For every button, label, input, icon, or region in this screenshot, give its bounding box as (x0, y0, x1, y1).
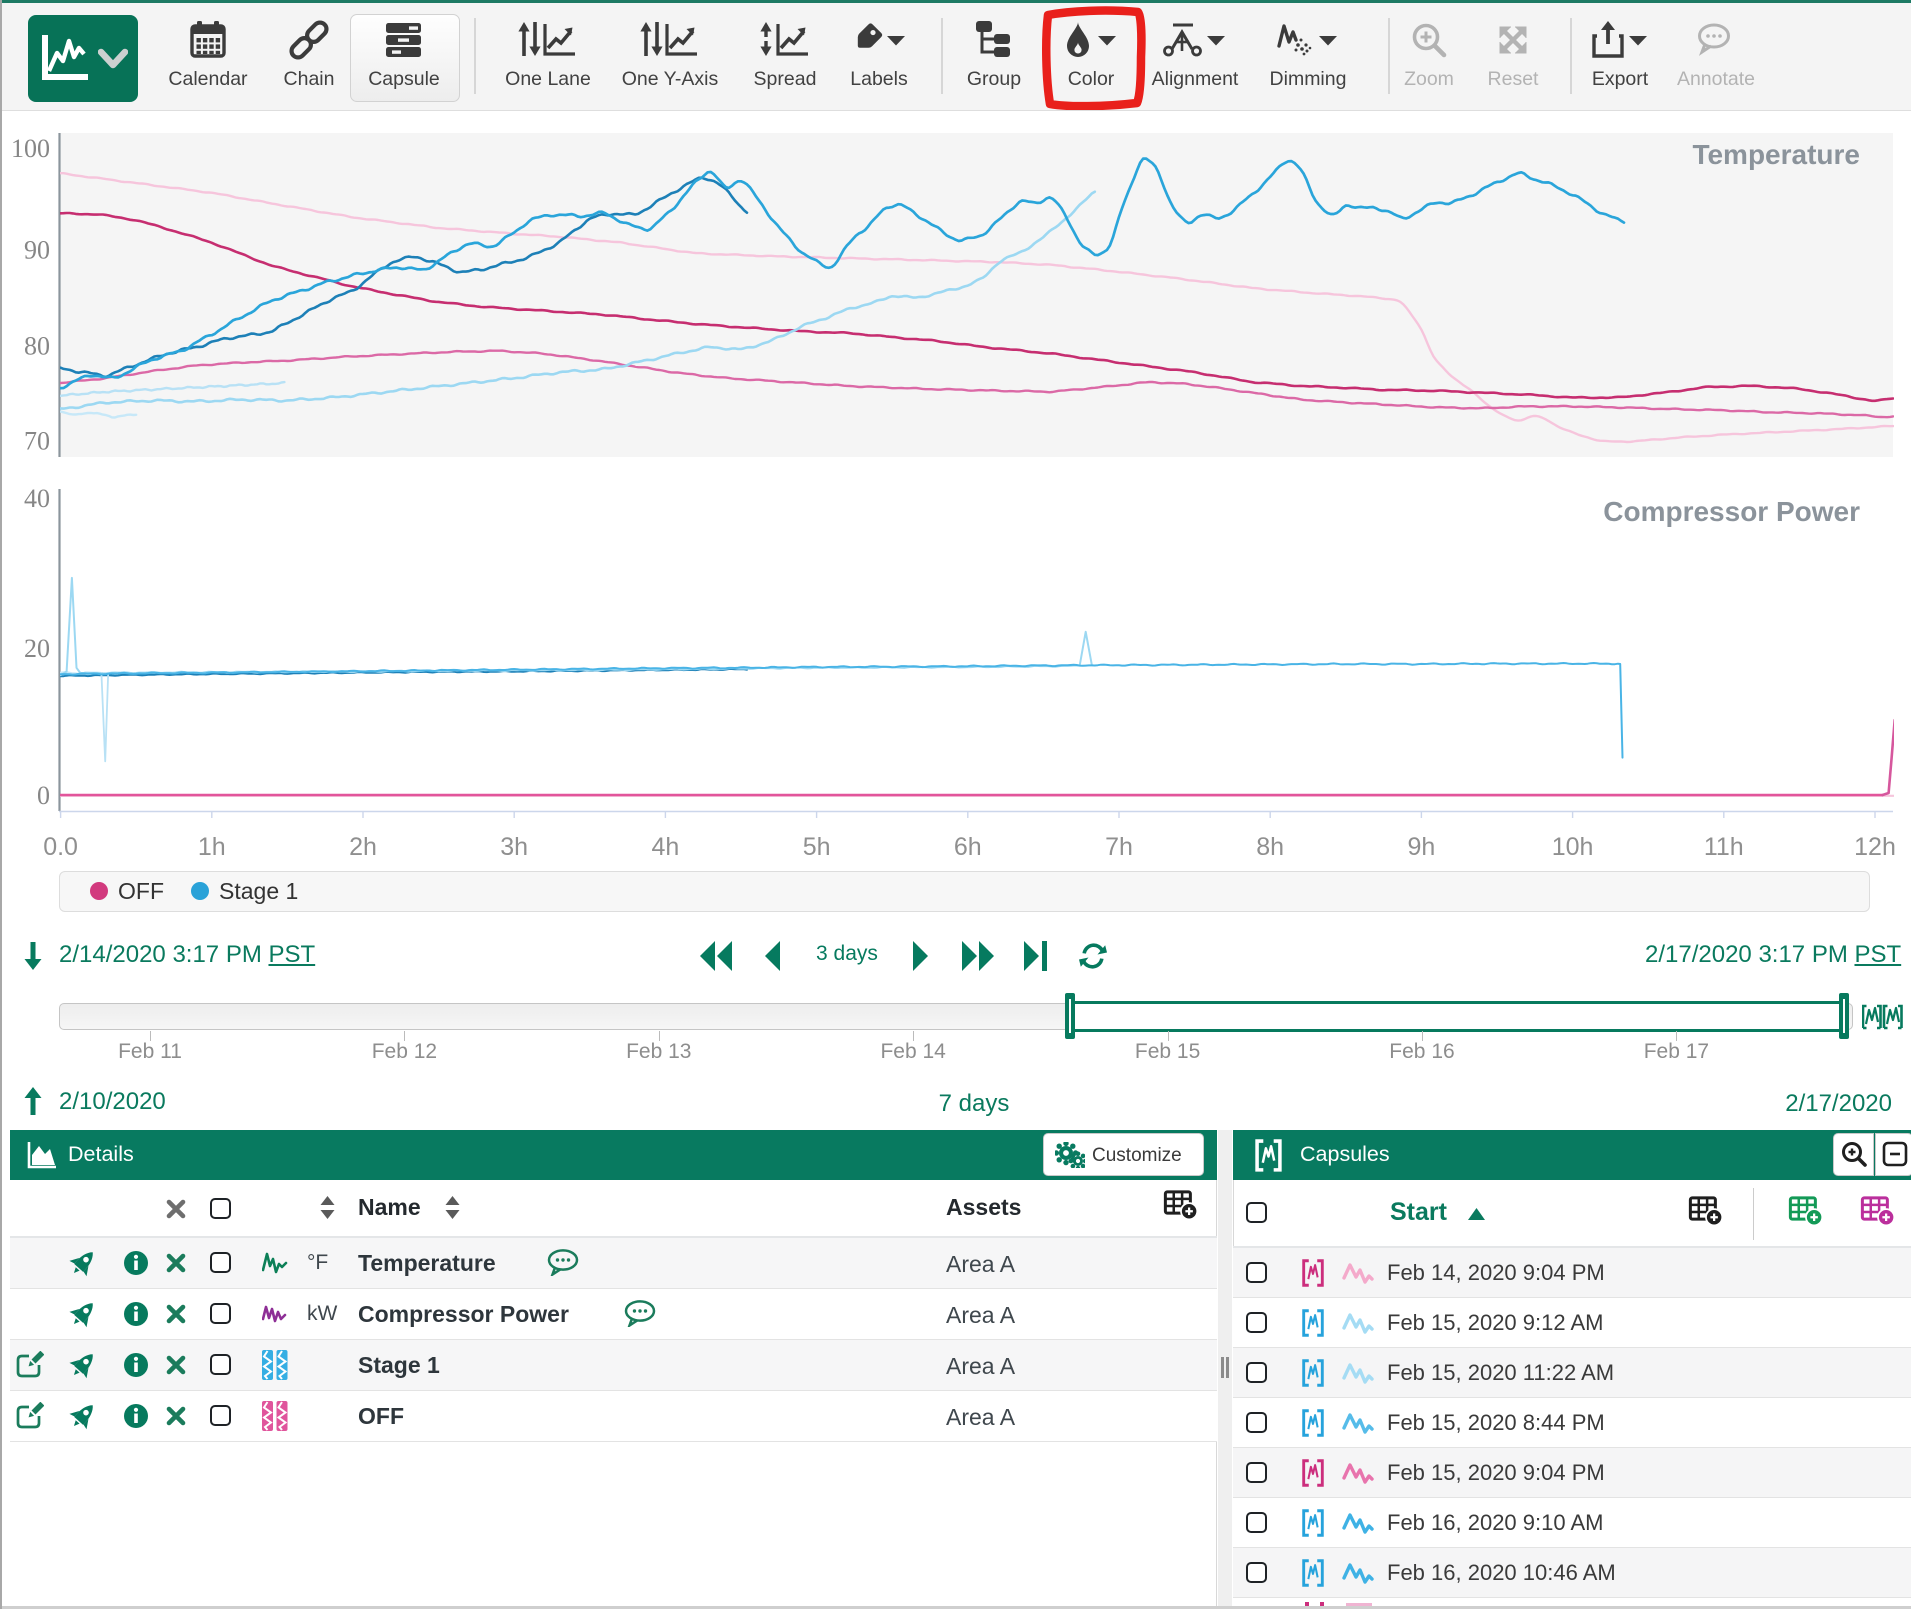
svg-text:6h: 6h (954, 833, 982, 861)
svg-text:20: 20 (24, 634, 50, 663)
svg-text:11h: 11h (1704, 833, 1744, 861)
svg-text:8h: 8h (1256, 833, 1284, 861)
svg-text:5h: 5h (803, 833, 831, 861)
svg-text:Compressor Power: Compressor Power (1603, 496, 1860, 527)
svg-text:2h: 2h (349, 833, 377, 861)
svg-text:1h: 1h (198, 833, 226, 861)
svg-text:Temperature: Temperature (1692, 139, 1860, 170)
svg-text:100: 100 (11, 134, 50, 163)
svg-text:0.0: 0.0 (43, 833, 78, 861)
svg-text:0: 0 (37, 781, 50, 810)
svg-text:80: 80 (24, 332, 50, 361)
svg-text:90: 90 (24, 236, 50, 265)
svg-text:10h: 10h (1552, 833, 1594, 861)
svg-text:12h: 12h (1854, 833, 1896, 861)
svg-text:7h: 7h (1105, 833, 1133, 861)
svg-text:70: 70 (24, 427, 50, 456)
svg-text:9h: 9h (1407, 833, 1435, 861)
svg-text:3h: 3h (500, 833, 528, 861)
svg-text:4h: 4h (651, 833, 679, 861)
svg-text:40: 40 (24, 484, 50, 513)
